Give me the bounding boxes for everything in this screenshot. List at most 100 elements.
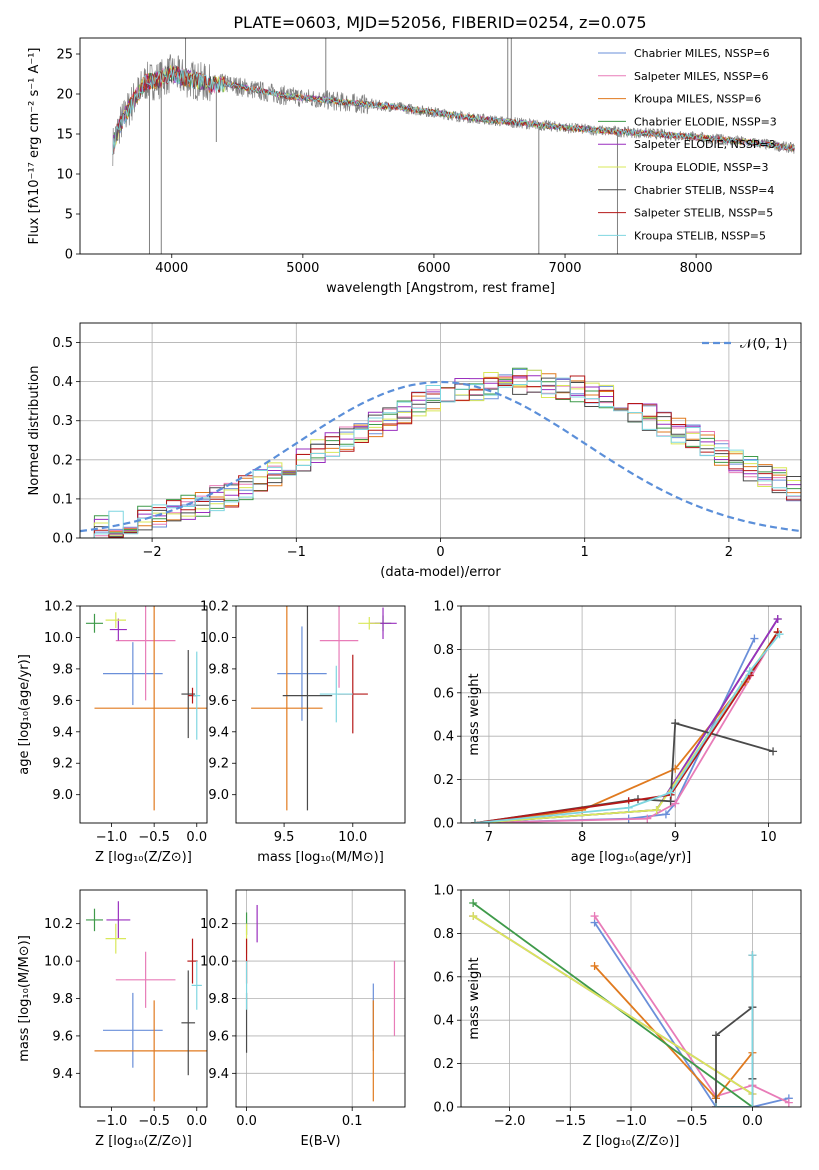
- axes-frame: [235, 605, 406, 824]
- axes-frame: [79, 322, 802, 539]
- point-marker: [748, 951, 757, 960]
- x-tick-label: 4000: [155, 261, 188, 276]
- x-tick-label: −0.5: [138, 830, 170, 845]
- axes-frame: [460, 605, 802, 824]
- x-tick-label: 8: [578, 830, 586, 845]
- panel-2: −1.0 −0.5 0.0 9.0 9.2 9.4 9.6 9.8 10.0 10.2 Z [log…: [17, 600, 208, 865]
- mass-weight-line: [472, 915, 753, 1095]
- point-marker: [712, 1103, 720, 1107]
- x-axis-label: wavelength [Angstrom, rest frame]: [326, 281, 555, 296]
- model-spectrum-line: [112, 68, 795, 155]
- legend-label: Salpeter MILES, NSSP=6: [634, 70, 768, 83]
- x-tick-label: 1: [581, 545, 589, 560]
- point-marker: [470, 819, 479, 823]
- point-marker: [643, 814, 652, 823]
- x-tick-label: 0.0: [236, 1114, 257, 1129]
- y-tick-label: 0.4: [52, 375, 73, 390]
- y-tick-label: 10.0: [44, 631, 73, 646]
- y-tick-label: 0.2: [52, 453, 73, 468]
- y-tick-label: 1.0: [433, 600, 454, 615]
- point-marker: [469, 912, 478, 921]
- panel-5: −1.0 −0.5 0.0 9.4 9.6 9.8 10.0 10.2 Z [log₁₀(Z/Z…: [17, 889, 208, 1149]
- point-marker: [671, 799, 680, 808]
- plot-area: [85, 901, 207, 1102]
- legend-label: Chabrier ELODIE, NSSP=3: [634, 115, 777, 128]
- plot-area: [461, 606, 801, 823]
- y-tick-label: 9.8: [208, 992, 229, 1007]
- x-tick-label: 7000: [548, 261, 581, 276]
- y-tick-label: 25: [56, 48, 73, 63]
- y-tick-label: 9.0: [208, 788, 229, 803]
- mass-weight-line: [593, 915, 790, 1104]
- x-tick-label: −1: [287, 545, 306, 560]
- y-tick-label: 9.6: [208, 1029, 229, 1044]
- legend-label: 𝒩(0, 1): [740, 337, 787, 352]
- x-tick-label: 9: [671, 830, 679, 845]
- y-tick-label: 10.0: [200, 955, 229, 970]
- y-tick-label: 9.4: [208, 725, 229, 740]
- y-tick-label: 0.1: [52, 492, 73, 507]
- x-tick-label: 0.0: [186, 1114, 207, 1129]
- y-tick-label: 10.0: [44, 955, 73, 970]
- x-axis-label: age [log₁₀(age/yr)]: [571, 850, 692, 865]
- y-tick-label: 9.8: [52, 662, 73, 677]
- y-tick-label: 9.4: [52, 1067, 73, 1082]
- y-tick-label: 0.4: [433, 730, 454, 745]
- x-tick-label: 8000: [680, 261, 713, 276]
- x-tick-label: 2: [725, 545, 733, 560]
- plot-area: [236, 890, 405, 1107]
- y-tick-label: 9.8: [52, 992, 73, 1007]
- y-axis-label: mass [log₁₀(M/M⊙)]: [17, 935, 32, 1062]
- plot-area: [251, 606, 397, 811]
- chart-title: PLATE=0603, MJD=52056, FIBERID=0254, z=0…: [233, 13, 646, 32]
- legend-label: Kroupa STELIB, NSSP=5: [634, 229, 766, 242]
- x-tick-label: −0.5: [676, 1114, 708, 1129]
- y-tick-label: 9.4: [208, 1067, 229, 1082]
- legend-label: Chabrier STELIB, NSSP=4: [634, 184, 774, 197]
- panel-7: −2.0 −1.5 −1.0 −0.5 0.0 0.0 0.2 0.4 0.6 0.8 1.0 Z […: [433, 884, 802, 1149]
- y-tick-label: 9.4: [52, 725, 73, 740]
- y-tick-label: 0.0: [433, 817, 454, 832]
- mass-weight-line: [474, 631, 779, 823]
- x-axis-label: Z [log₁₀(Z/Z⊙)]: [95, 1134, 192, 1149]
- mass-weight-line: [593, 922, 790, 1107]
- x-tick-label: −2.0: [494, 1114, 526, 1129]
- x-tick-label: 10: [760, 830, 777, 845]
- axes-frame: [460, 889, 802, 1108]
- y-tick-label: 0.6: [433, 686, 454, 701]
- y-tick-label: 0: [65, 248, 73, 263]
- y-tick-label: 1.0: [433, 884, 454, 899]
- y-tick-label: 5: [65, 208, 73, 223]
- y-axis-label: Flux [fλ10⁻¹⁷ erg cm⁻² s⁻¹ A⁻¹]: [27, 48, 42, 245]
- panel-4: 7 8 9 10 0.0 0.2 0.4 0.6 0.8 1.0 age [log₁₀(age/yr…: [433, 600, 802, 865]
- point-marker: [748, 1103, 757, 1107]
- y-axis-label: mass weight: [467, 673, 482, 755]
- mass-weight-line: [474, 631, 779, 823]
- point-marker: [750, 634, 759, 643]
- y-tick-label: 9.6: [52, 1029, 73, 1044]
- x-tick-label: 0.1: [342, 1114, 363, 1129]
- y-tick-label: 0.2: [433, 1057, 454, 1072]
- x-tick-label: −1.0: [96, 1114, 128, 1129]
- point-marker: [745, 667, 754, 676]
- axes-frame: [79, 889, 208, 1108]
- mass-weight-line: [716, 955, 754, 1107]
- y-tick-label: 9.6: [52, 694, 73, 709]
- legend-label: Kroupa MILES, NSSP=6: [634, 93, 761, 106]
- x-axis-label: (data-model)/error: [380, 565, 501, 580]
- y-tick-label: 10: [56, 168, 73, 183]
- legend-label: Salpeter STELIB, NSSP=5: [634, 207, 773, 220]
- y-tick-label: 9.2: [52, 757, 73, 772]
- plot-area: [112, 38, 795, 254]
- y-tick-label: 0.4: [433, 1014, 454, 1029]
- x-tick-label: 0.0: [742, 1114, 763, 1129]
- legend-label: Salpeter ELODIE, NSSP=3: [634, 138, 776, 151]
- y-tick-label: 20: [56, 88, 73, 103]
- point-marker: [775, 630, 784, 639]
- x-tick-label: −2: [143, 545, 162, 560]
- plot-area: [80, 323, 801, 538]
- x-tick-label: 0: [436, 545, 444, 560]
- point-marker: [784, 1098, 793, 1107]
- point-marker: [769, 747, 778, 756]
